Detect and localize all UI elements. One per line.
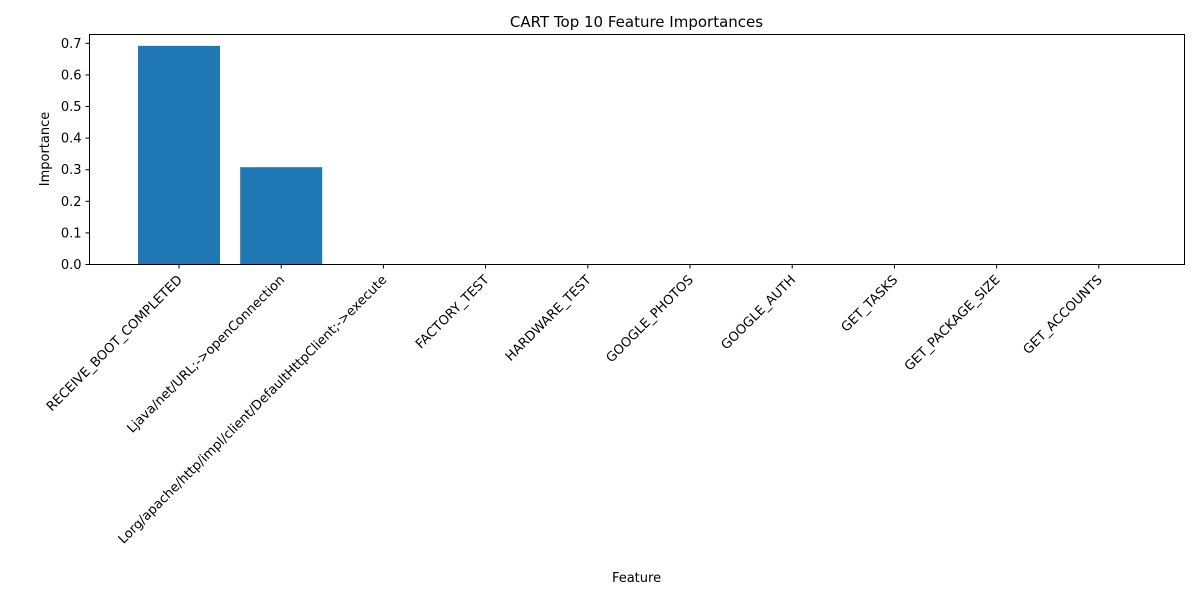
x-tick-label-6: GOOGLE_AUTH — [719, 273, 799, 353]
x-tick-label-5: GOOGLE_PHOTOS — [604, 273, 697, 366]
x-axis: RECEIVE_BOOT_COMPLETEDLjava/net/URL;->op… — [44, 264, 1106, 547]
bar-0 — [138, 45, 220, 265]
y-tick-label-3: 0.3 — [61, 163, 82, 178]
x-tick-label-3: FACTORY_TEST — [413, 273, 492, 352]
bar-1 — [240, 167, 323, 265]
x-tick-label-1: Ljava/net/URL;->openConnection — [124, 273, 288, 437]
plot-frame — [89, 34, 1185, 265]
y-tick-label-4: 0.4 — [61, 132, 82, 147]
x-axis-label: Feature — [612, 571, 661, 586]
x-tick-label-4: HARDWARE_TEST — [503, 273, 595, 365]
x-tick-label-8: GET_PACKAGE_SIZE — [902, 273, 1003, 374]
y-tick-label-1: 0.1 — [61, 226, 82, 241]
bars — [138, 45, 323, 265]
y-tick-label-0: 0.0 — [61, 258, 82, 273]
y-tick-label-2: 0.2 — [61, 195, 82, 210]
chart-title: CART Top 10 Feature Importances — [510, 13, 763, 31]
y-tick-label-6: 0.6 — [61, 68, 82, 83]
x-tick-label-9: GET_ACCOUNTS — [1021, 273, 1106, 358]
y-axis-label: Importance — [38, 112, 53, 187]
y-tick-label-5: 0.5 — [61, 100, 82, 115]
y-axis: 0.0 0.1 0.2 0.3 0.4 0.5 0.6 0.7 — [61, 37, 90, 273]
x-tick-label-7: GET_TASKS — [839, 273, 902, 336]
y-tick-label-7: 0.7 — [61, 37, 82, 52]
